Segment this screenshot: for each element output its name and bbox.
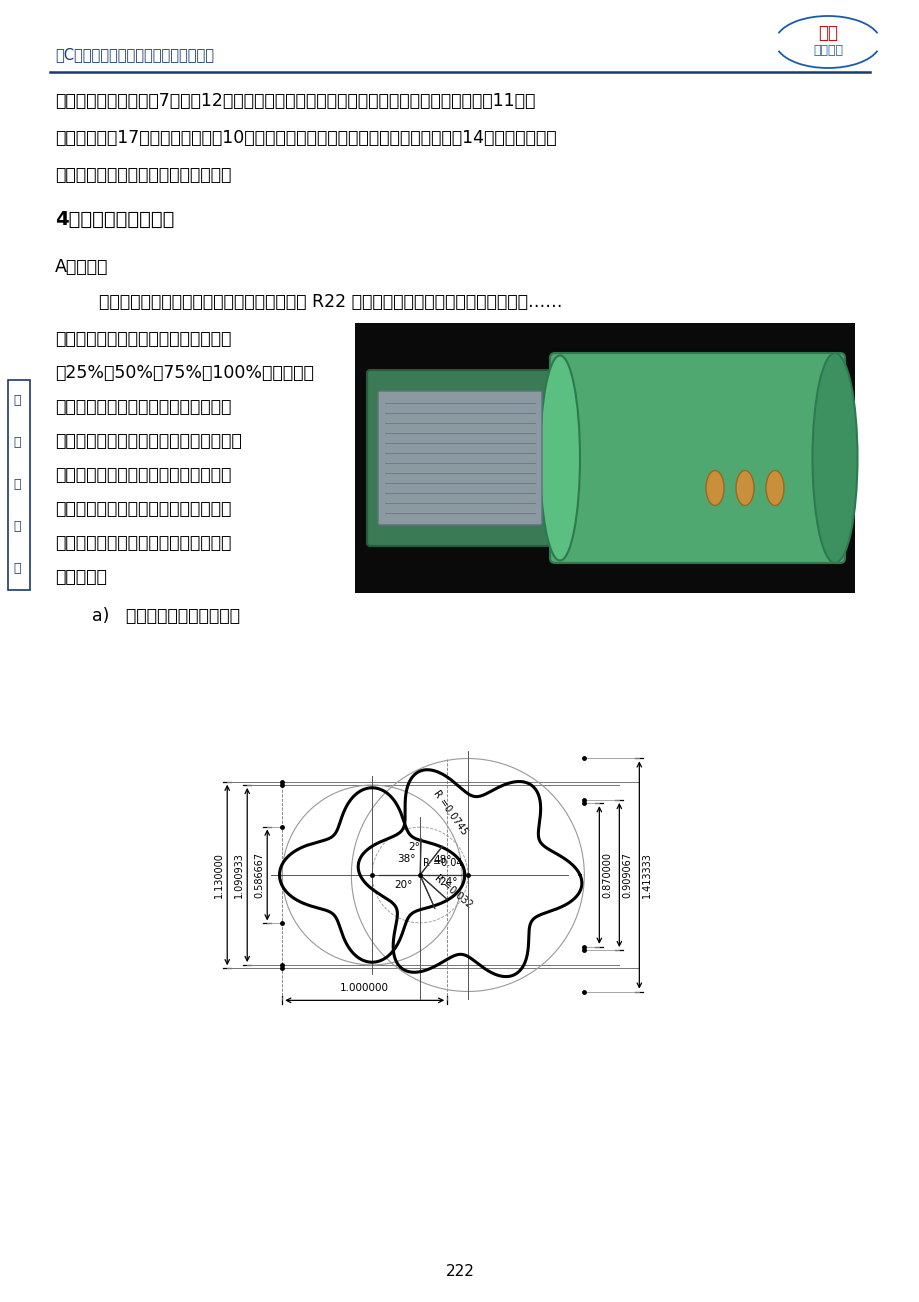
Text: 过滤方式，虑油效果佳，蒸发器可发挥: 过滤方式，虑油效果佳，蒸发器可发挥 [55, 534, 231, 552]
Text: 量控制，由容量控制阀精确地配合负载: 量控制，由容量控制阀精确地配合负载 [55, 398, 231, 417]
Text: 20°: 20° [394, 880, 413, 889]
Ellipse shape [539, 355, 579, 560]
Text: 美的螺杆机采用的是先进双螺杆压缩机，使用 R22 冷媒，适用于冷冻、空调、储冰、热泵……: 美的螺杆机采用的是先进双螺杆压缩机，使用 R22 冷媒，适用于冷冻、空调、储冰、… [55, 293, 562, 311]
Text: 222: 222 [445, 1264, 474, 1280]
Bar [355, 323, 854, 592]
Text: 1.000000: 1.000000 [340, 983, 389, 993]
Text: 1.090933: 1.090933 [234, 852, 244, 898]
Text: 4、主要零部件介绍：: 4、主要零部件介绍： [55, 210, 175, 229]
Text: 最大能力。: 最大能力。 [55, 568, 107, 586]
FancyBboxPatch shape [378, 391, 541, 525]
Text: 48°: 48° [434, 855, 452, 865]
Ellipse shape [705, 470, 723, 505]
Text: 美的: 美的 [817, 23, 837, 42]
Text: 无需外加油泵，压缩机内各运动元件可: 无需外加油泵，压缩机内各运动元件可 [55, 466, 231, 484]
Text: 1.413333: 1.413333 [641, 852, 652, 898]
Text: （25%，50%，75%，100%）或连续容: （25%，50%，75%，100%）或连续容 [55, 365, 313, 381]
Text: R =0.04: R =0.04 [423, 858, 462, 868]
Text: 可增强机组寿命，有效保护机组外观。: 可增强机组寿命，有效保护机组外观。 [55, 165, 231, 184]
Text: 化: 化 [13, 479, 21, 491]
Text: 2°: 2° [408, 842, 420, 852]
Text: a)   压缩机外观图和结构图：: a) 压缩机外观图和结构图： [92, 607, 240, 625]
Ellipse shape [766, 470, 783, 505]
Text: 组: 组 [13, 395, 21, 408]
Text: 体: 体 [13, 521, 21, 534]
Text: 等系统。容量控制方式可采用阶段控制: 等系统。容量控制方式可采用阶段控制 [55, 329, 231, 348]
Text: 38°: 38° [397, 854, 415, 863]
FancyBboxPatch shape [550, 353, 844, 562]
FancyBboxPatch shape [367, 370, 558, 546]
Text: 一: 一 [13, 562, 21, 575]
Text: A、压缩机: A、压缩机 [55, 258, 108, 276]
Text: 0.586667: 0.586667 [254, 852, 264, 898]
Text: 【C】系列一体化智能空调机组技术手册: 【C】系列一体化智能空调机组技术手册 [55, 47, 214, 62]
Text: 机: 机 [13, 436, 21, 449]
Text: 0.909067: 0.909067 [621, 852, 631, 898]
Text: 0.870000: 0.870000 [602, 852, 612, 898]
Text: 后置于两个底座箱体（7）和（12）上，分别运输到施工现场，再由用户现场使用连接螺栓（11）、: 后置于两个底座箱体（7）和（12）上，分别运输到施工现场，再由用户现场使用连接螺… [55, 92, 535, 109]
Text: 24°: 24° [438, 876, 457, 887]
Ellipse shape [735, 470, 754, 505]
Text: 维持最佳润滑效果。油分离器采用双层: 维持最佳润滑效果。油分离器采用双层 [55, 500, 231, 518]
Text: R =0.0745: R =0.0745 [431, 788, 469, 836]
Text: 变化来调节冷媒压缩量。压差方式给油，: 变化来调节冷媒压缩量。压差方式给油， [55, 432, 242, 450]
Text: 段位连接条（17）和防震软接头（10）连接两个段体。另外，机组还可外置遮雨棚（14）（选配件），: 段位连接条（17）和防震软接头（10）连接两个段体。另外，机组还可外置遮雨棚（1… [55, 129, 556, 147]
Text: 1.130000: 1.130000 [214, 852, 224, 898]
Text: R =0.032: R =0.032 [433, 872, 474, 910]
Ellipse shape [811, 353, 857, 562]
Text: 中央空调: 中央空调 [812, 44, 842, 57]
FancyBboxPatch shape [8, 380, 30, 590]
